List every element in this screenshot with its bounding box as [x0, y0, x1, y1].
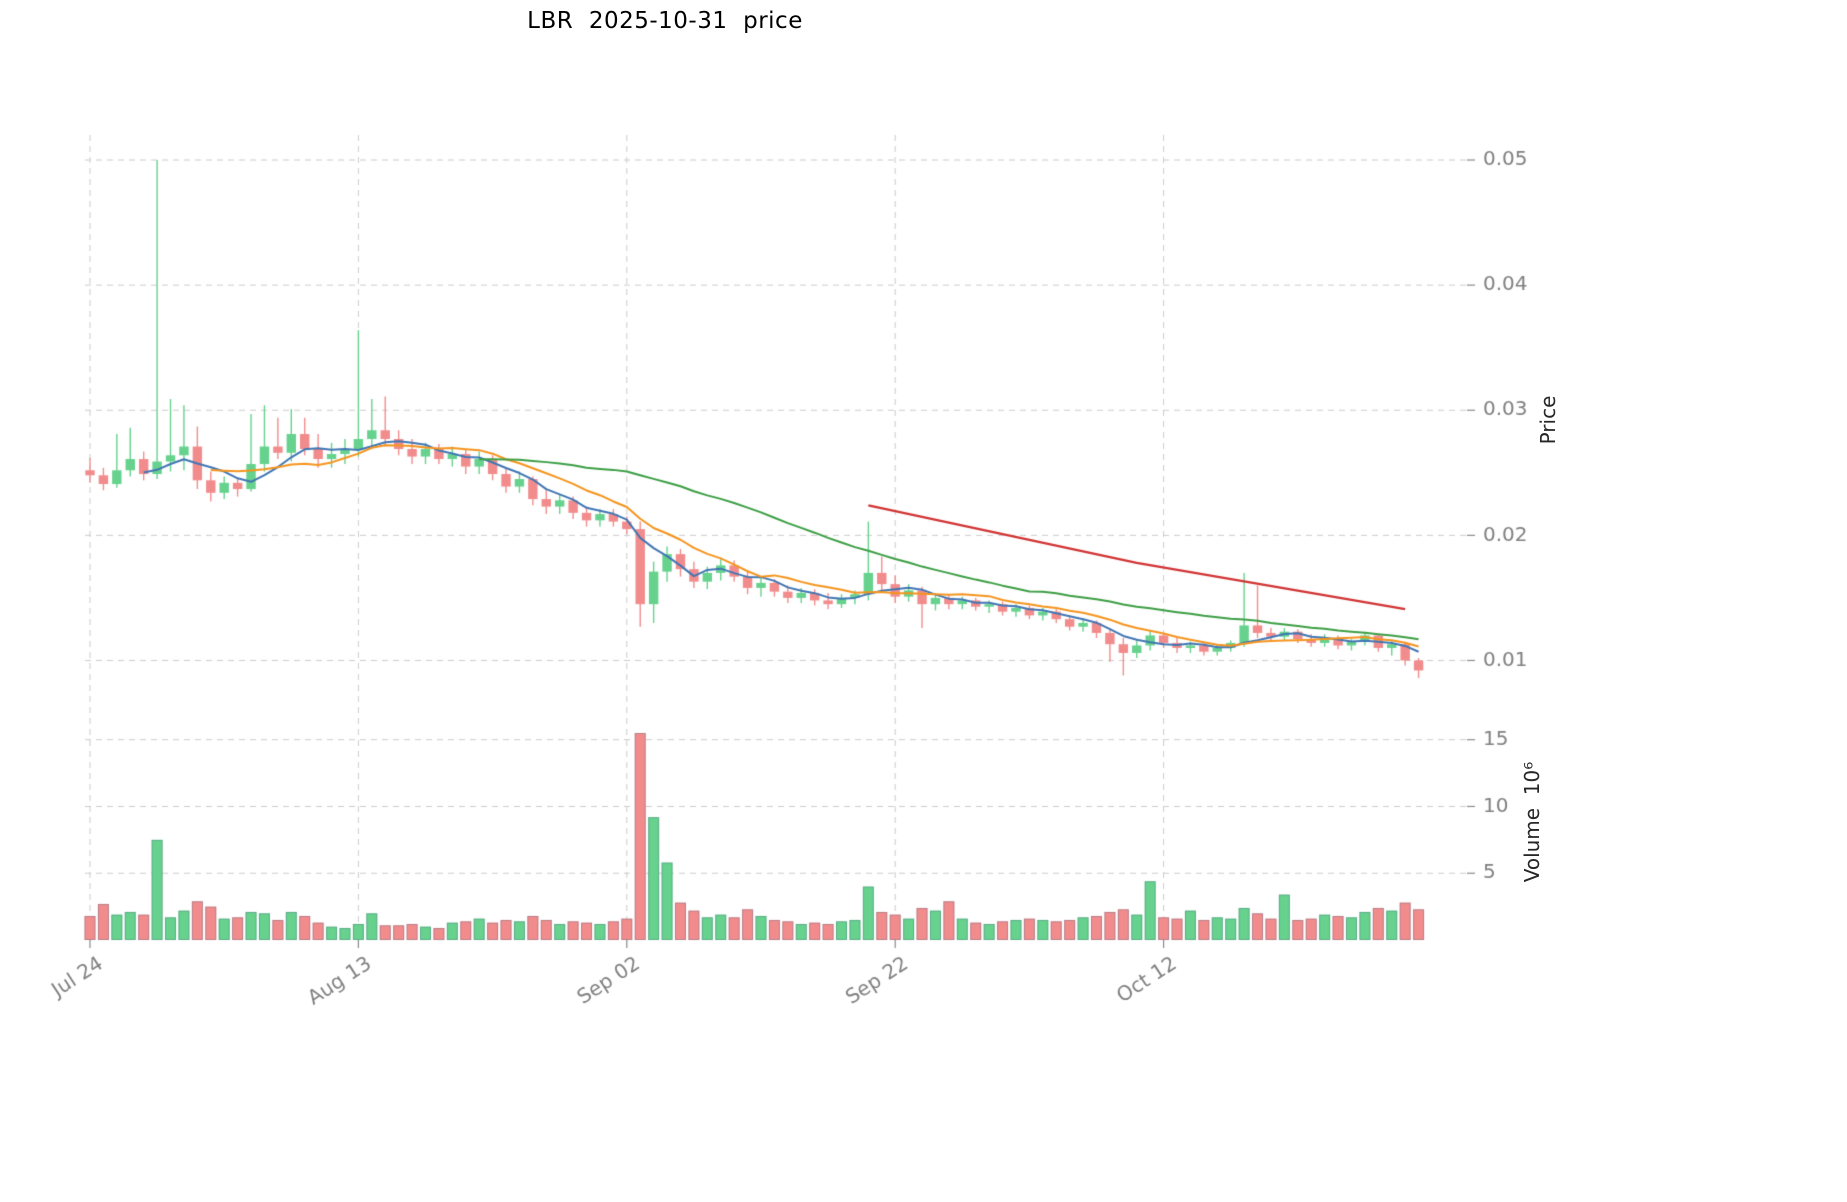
volume-axis-label: Volume 10⁶: [1520, 761, 1544, 883]
chart-title: LBR 2025-10-31 price: [527, 8, 803, 34]
price-axis-label: Price: [1536, 395, 1560, 445]
